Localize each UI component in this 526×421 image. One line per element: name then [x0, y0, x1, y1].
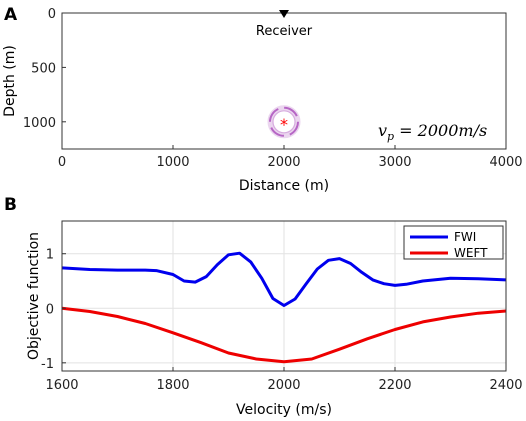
panel-b-series — [61, 251, 507, 364]
panel-b-x-label: Velocity (m/s) — [236, 402, 332, 418]
legend-label-fwi: FWI — [454, 230, 476, 244]
panel-a-x-tick-label: 0 — [58, 155, 66, 170]
series-line-weft — [61, 306, 507, 364]
wavefront-ring-inner — [272, 110, 296, 134]
panel-a-frame — [61, 12, 507, 150]
panel-a-letter: A — [4, 5, 18, 25]
panel-b-y-ticks: -1 0 1 — [41, 248, 66, 372]
panel-a-x-tick-label: 4000 — [489, 155, 522, 170]
wavefront-ring — [269, 106, 299, 137]
panel-a-x-tick-label: 1000 — [156, 155, 189, 170]
source-marker: * — [280, 115, 288, 134]
panel-b-y-tick-label: -1 — [41, 357, 54, 372]
receiver-label: Receiver — [256, 24, 313, 39]
panel-b-x-ticks: 1600 1800 2000 2200 2400 — [45, 367, 523, 393]
panel-a-y-label: Depth (m) — [2, 45, 18, 117]
panel-b-y-tick-label: 1 — [46, 248, 54, 263]
panel-a-y-tick-label: 500 — [31, 61, 56, 76]
panel-b-y-label: Objective function — [26, 232, 42, 360]
panel-b-plot: 1600 1800 2000 2200 2400 -1 0 1 FWI WEFT Veloci… — [26, 220, 523, 418]
panel-a-y-ticks: 0 500 1000 — [23, 7, 66, 131]
receiver-marker — [279, 10, 289, 18]
panel-a-x-tick-label: 3000 — [378, 155, 411, 170]
panel-a-plot: Receiver * vp = 2000m/s 0 1000 2000 3000 400… — [2, 7, 523, 194]
panel-a-x-label: Distance (m) — [239, 178, 329, 194]
panel-b-x-tick-label: 1600 — [45, 378, 78, 393]
series-line-fwi — [61, 251, 507, 307]
panel-a-y-tick-label: 0 — [48, 7, 56, 22]
panel-b-x-tick-label: 2000 — [267, 378, 300, 393]
legend: FWI WEFT — [403, 225, 504, 260]
velocity-annotation: vp = 2000m/s — [378, 121, 487, 143]
formula-v: v — [378, 121, 387, 140]
source-ring — [267, 105, 301, 139]
panel-b-x-tick-label: 1800 — [156, 378, 189, 393]
panel-a-x-ticks: 0 1000 2000 3000 4000 — [58, 145, 523, 170]
panel-b-y-tick-label: 0 — [46, 302, 54, 317]
formula-subscript: p — [387, 130, 394, 143]
panel-a-x-tick-label: 2000 — [267, 155, 300, 170]
legend-label-weft: WEFT — [454, 246, 488, 260]
panel-b-x-tick-label: 2400 — [489, 378, 522, 393]
panel-a-y-tick-label: 1000 — [23, 116, 56, 131]
panel-b-letter: B — [4, 195, 17, 215]
panel-b-x-tick-label: 2200 — [378, 378, 411, 393]
formula-value: = 2000m/s — [394, 121, 487, 140]
